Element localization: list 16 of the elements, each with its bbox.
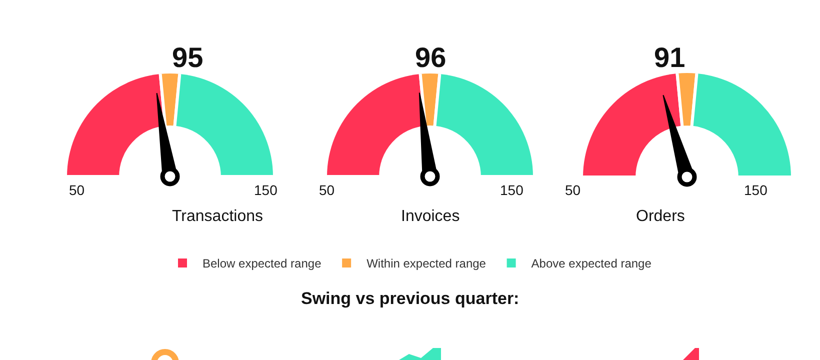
text: 150 — [744, 182, 768, 198]
text: Swing vs previous quarter: — [301, 289, 520, 308]
chart-title: 91 — [654, 42, 686, 73]
text: 50 — [319, 182, 335, 198]
text: 50 — [69, 182, 85, 198]
text: 50 — [565, 182, 581, 198]
text: Orders — [636, 208, 685, 225]
text: 150 — [254, 182, 278, 198]
text: 150 — [500, 182, 524, 198]
text: Transactions — [172, 208, 263, 225]
legend-label: Below expected range — [202, 256, 322, 271]
legend-label: Within expected range — [366, 256, 486, 271]
chart-title: 95 — [172, 42, 204, 73]
legend-label: Above expected range — [531, 256, 652, 271]
chart-title: 96 — [415, 42, 446, 73]
text: Invoices — [401, 208, 460, 225]
